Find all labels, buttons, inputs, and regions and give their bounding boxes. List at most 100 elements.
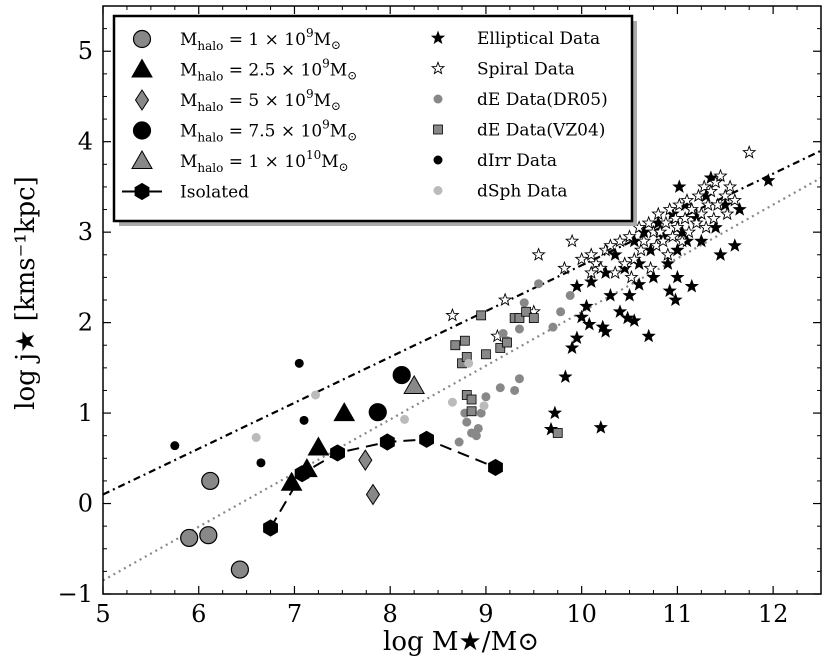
point-s7-39: [679, 193, 695, 207]
point-s6-46: [713, 247, 728, 261]
legend-label-right-2: dE Data(DR05): [477, 90, 608, 110]
point-s7-28: [653, 224, 668, 239]
y-tick-label-2: 1: [78, 399, 93, 427]
series-5: [263, 430, 503, 537]
point-s6-36: [672, 179, 687, 193]
point-s6-8: [582, 316, 597, 331]
point-s3-1: [392, 365, 411, 385]
point-s7-35: [670, 220, 685, 234]
y-axis-label: log j★ [kms⁻¹kpc]: [11, 176, 41, 410]
plot-area: [103, 144, 821, 582]
point-s8-5: [473, 423, 483, 433]
legend-label-4: Mhalo = 1 × 1010M⊙: [180, 148, 349, 175]
point-s9-15: [552, 428, 563, 438]
point-s6-48: [727, 238, 742, 252]
point-s6-23: [631, 277, 647, 291]
point-s6-10: [593, 420, 608, 434]
point-s8-13: [514, 324, 524, 334]
point-s8-16: [548, 322, 558, 332]
point-s9-8: [481, 349, 491, 360]
point-s0-1: [199, 526, 218, 545]
legend-label-right-1: Spiral Data: [477, 60, 575, 80]
legend-marker-0: [132, 29, 152, 49]
point-s6-0: [543, 421, 559, 436]
point-s7-37: [675, 233, 690, 248]
x-tick-label-11: 11: [662, 600, 693, 628]
point-s0-0: [180, 528, 199, 548]
y-tick-label-1: 0: [78, 490, 93, 518]
legend-marker-2: [134, 89, 150, 111]
point-s7-41: [684, 202, 699, 216]
point-s6-2: [558, 369, 573, 383]
legend-label-right-0: Elliptical Data: [477, 29, 600, 49]
point-s9-9: [495, 343, 506, 353]
point-s6-18: [620, 310, 635, 325]
point-s7-40: [681, 224, 697, 239]
point-s6-33: [668, 292, 683, 307]
point-s7-7: [574, 251, 589, 266]
point-s5-2: [330, 444, 345, 462]
point-s7-8: [584, 265, 599, 279]
point-s10-2: [294, 358, 304, 368]
legend-label-3: Mhalo = 7.5 × 109M⊙: [180, 118, 357, 145]
point-s7-14: [608, 265, 623, 279]
point-s7-22: [636, 233, 652, 248]
point-s7-38: [677, 211, 693, 225]
y-tick-label-3: 2: [78, 309, 93, 337]
point-s7-17: [622, 229, 637, 243]
point-s7-42: [689, 215, 704, 230]
point-s7-51: [710, 197, 725, 212]
point-s6-25: [641, 328, 656, 343]
point-s9-0: [450, 340, 461, 351]
y-tick-label-0: −1: [58, 580, 93, 608]
legend-marker-right-5: [433, 186, 443, 195]
point-s8-0: [454, 437, 464, 447]
point-s8-12: [514, 374, 524, 384]
point-s6-16: [612, 304, 628, 318]
legend-label-5: Isolated: [180, 183, 249, 203]
point-s7-0: [445, 307, 460, 322]
point-s9-13: [521, 306, 532, 317]
point-s7-56: [727, 193, 742, 207]
point-s7-30: [658, 215, 674, 230]
point-s6-40: [684, 278, 699, 293]
point-s7-54: [720, 206, 735, 221]
series-4: [403, 374, 425, 394]
point-s8-2: [462, 417, 472, 427]
point-s6-42: [694, 233, 709, 248]
point-s7-2: [497, 292, 513, 307]
point-s6-7: [579, 298, 594, 313]
legend-label-1: Mhalo = 2.5 × 109M⊙: [180, 57, 357, 84]
point-s6-50: [761, 173, 776, 187]
legend-marker-right-4: [433, 155, 443, 165]
legend: Mhalo = 1 × 109M⊙ Mhalo = 2.5 × 109M⊙ Mhal…: [112, 14, 637, 226]
point-s6-6: [574, 309, 589, 324]
y-tick-label-4: 3: [78, 218, 93, 246]
x-tick-label-7: 7: [287, 600, 302, 628]
point-s11-5: [479, 401, 489, 411]
point-s1-2: [307, 436, 330, 456]
isolated-line: [269, 438, 496, 529]
point-s8-14: [519, 298, 529, 308]
point-s8-17: [565, 290, 575, 300]
point-s9-14: [528, 313, 539, 323]
point-s7-49: [706, 211, 721, 225]
reference-line-2: [103, 176, 821, 582]
x-axis-label: log M★/M⊙: [383, 627, 539, 657]
x-tick-label-8: 8: [383, 600, 398, 628]
point-s7-44: [694, 206, 709, 221]
point-s6-19: [622, 288, 637, 302]
plot-content: [103, 144, 821, 582]
point-s6-13: [598, 324, 613, 338]
series-2: [358, 449, 381, 506]
point-s7-55: [722, 179, 738, 193]
point-s9-7: [476, 310, 487, 321]
point-s7-6: [564, 233, 580, 248]
point-s9-2: [459, 335, 470, 346]
point-s7-5: [557, 260, 572, 275]
point-s7-53: [718, 188, 733, 203]
point-s7-31: [660, 247, 675, 261]
point-s6-35: [670, 269, 685, 284]
point-s8-15: [534, 279, 544, 289]
